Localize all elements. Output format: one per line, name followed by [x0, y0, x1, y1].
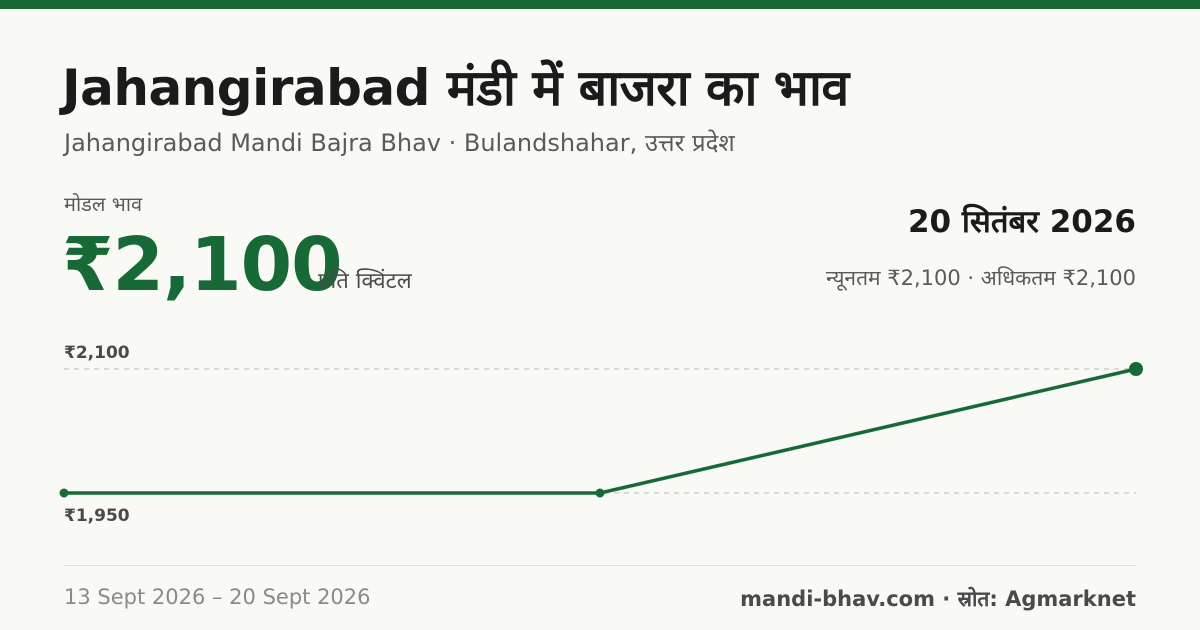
price-unit: प्रति क्विंटल — [318, 269, 412, 294]
modal-price-value: ₹2,100 — [62, 222, 343, 308]
page-subtitle: Jahangirabad Mandi Bajra Bhav · Bulandsh… — [64, 129, 735, 157]
min-max-price: न्यूनतम ₹2,100 · अधिकतम ₹2,100 — [826, 266, 1136, 290]
y-tick-label-min: ₹1,950 — [64, 506, 130, 526]
date-range: 13 Sept 2026 – 20 Sept 2026 — [64, 585, 371, 609]
data-point — [1129, 362, 1143, 376]
data-point — [59, 488, 69, 498]
page-title: Jahangirabad मंडी में बाजरा का भाव — [62, 59, 849, 117]
source-credit: mandi-bhav.com · स्रोत: Agmarknet — [740, 587, 1136, 611]
price-series-line — [64, 367, 1137, 495]
top-accent-bar — [0, 0, 1200, 9]
data-point — [595, 488, 605, 498]
y-tick-label-max: ₹2,100 — [64, 343, 130, 363]
price-date: 20 सितंबर 2026 — [907, 204, 1136, 240]
modal-price-label: मोडल भाव — [64, 192, 143, 216]
footer-divider — [64, 565, 1136, 566]
